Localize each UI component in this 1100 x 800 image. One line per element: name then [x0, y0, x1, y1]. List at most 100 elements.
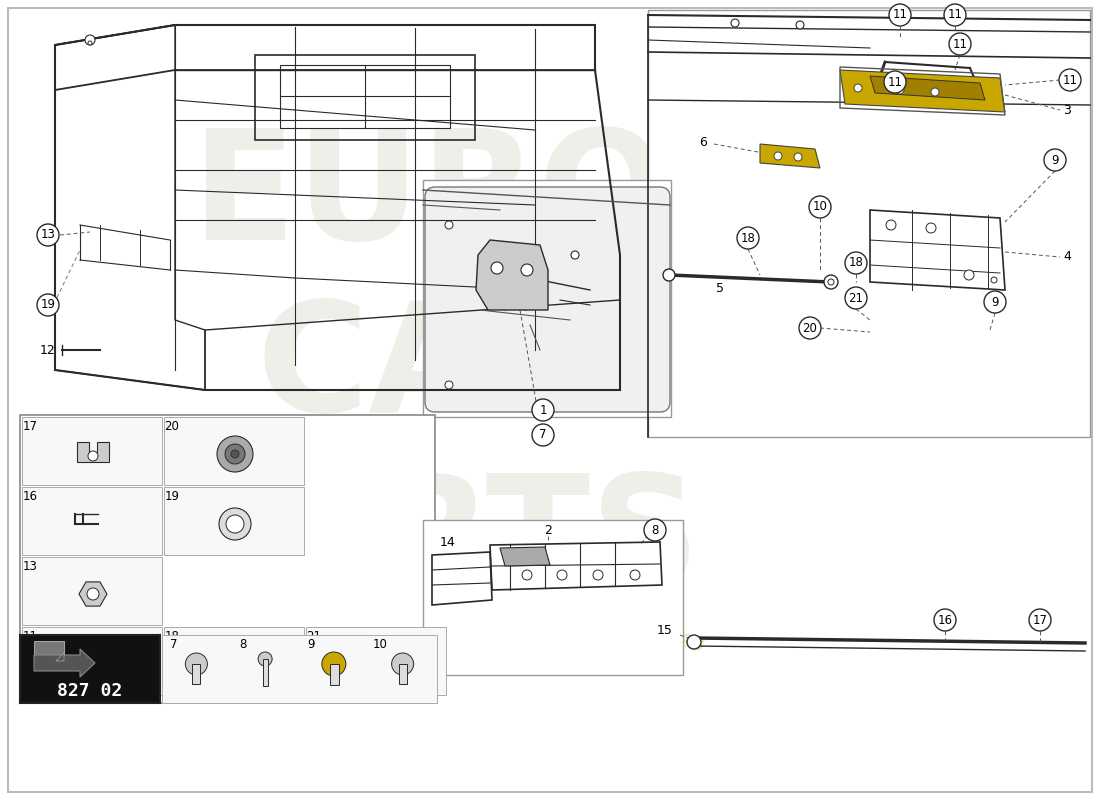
- Polygon shape: [34, 649, 95, 677]
- Text: a passion for parts since 1998: a passion for parts since 1998: [414, 575, 706, 655]
- Text: 15: 15: [657, 623, 673, 637]
- Bar: [231, 658, 239, 676]
- Circle shape: [931, 88, 939, 96]
- Circle shape: [446, 221, 453, 229]
- Circle shape: [1044, 149, 1066, 171]
- Circle shape: [984, 291, 1006, 313]
- Circle shape: [845, 287, 867, 309]
- Circle shape: [85, 35, 95, 45]
- Text: 7: 7: [170, 638, 178, 651]
- Circle shape: [854, 84, 862, 92]
- Text: 8: 8: [651, 523, 659, 537]
- Circle shape: [37, 224, 59, 246]
- FancyBboxPatch shape: [22, 487, 162, 555]
- Text: 2: 2: [544, 523, 552, 537]
- Text: 21: 21: [307, 630, 321, 643]
- FancyBboxPatch shape: [20, 415, 434, 703]
- Text: 3: 3: [1063, 103, 1071, 117]
- FancyBboxPatch shape: [424, 520, 683, 675]
- Circle shape: [824, 275, 838, 289]
- Circle shape: [774, 152, 782, 160]
- Circle shape: [991, 277, 997, 283]
- Text: 11: 11: [953, 38, 968, 50]
- Circle shape: [949, 33, 971, 55]
- FancyBboxPatch shape: [306, 627, 446, 695]
- FancyBboxPatch shape: [22, 417, 162, 485]
- Circle shape: [392, 653, 414, 675]
- FancyBboxPatch shape: [648, 10, 1090, 437]
- Circle shape: [644, 519, 666, 541]
- FancyBboxPatch shape: [162, 635, 437, 703]
- Circle shape: [557, 570, 566, 580]
- FancyBboxPatch shape: [164, 627, 304, 695]
- Polygon shape: [760, 144, 820, 168]
- Circle shape: [79, 642, 107, 670]
- FancyBboxPatch shape: [164, 417, 304, 485]
- Circle shape: [532, 399, 554, 421]
- Polygon shape: [77, 442, 109, 462]
- Text: 20: 20: [803, 322, 817, 334]
- Circle shape: [934, 609, 956, 631]
- Polygon shape: [870, 76, 984, 100]
- Circle shape: [87, 588, 99, 600]
- Circle shape: [88, 451, 98, 461]
- Circle shape: [732, 19, 739, 27]
- Bar: [373, 654, 381, 686]
- Circle shape: [1059, 69, 1081, 91]
- Text: 19: 19: [165, 490, 179, 503]
- Circle shape: [1028, 609, 1050, 631]
- Circle shape: [845, 252, 867, 274]
- Text: 13: 13: [23, 561, 37, 574]
- Text: 6: 6: [700, 135, 707, 149]
- Circle shape: [226, 444, 245, 464]
- Text: 17: 17: [22, 421, 37, 434]
- FancyBboxPatch shape: [425, 187, 670, 412]
- Circle shape: [532, 424, 554, 446]
- Circle shape: [828, 279, 834, 285]
- Circle shape: [964, 270, 974, 280]
- Text: 16: 16: [22, 490, 37, 503]
- Text: 18: 18: [740, 231, 756, 245]
- Bar: [398, 664, 407, 684]
- Text: 18: 18: [165, 630, 179, 643]
- Bar: [34, 641, 64, 661]
- Text: 13: 13: [41, 229, 55, 242]
- Circle shape: [522, 570, 532, 580]
- Text: 21: 21: [848, 291, 864, 305]
- Text: 10: 10: [813, 201, 827, 214]
- Polygon shape: [56, 653, 64, 661]
- Text: 11: 11: [888, 75, 902, 89]
- Polygon shape: [840, 70, 1005, 112]
- Text: 5: 5: [716, 282, 724, 294]
- Text: 1: 1: [539, 403, 547, 417]
- Circle shape: [226, 649, 244, 667]
- Bar: [330, 664, 339, 685]
- Circle shape: [884, 71, 906, 93]
- Circle shape: [808, 196, 830, 218]
- Circle shape: [926, 223, 936, 233]
- Polygon shape: [79, 582, 107, 606]
- Circle shape: [593, 570, 603, 580]
- Circle shape: [88, 41, 92, 45]
- Circle shape: [446, 381, 453, 389]
- Text: 11: 11: [22, 630, 37, 643]
- Text: 18: 18: [848, 257, 864, 270]
- Circle shape: [688, 635, 701, 649]
- Text: 9: 9: [308, 638, 316, 651]
- Text: 9: 9: [991, 295, 999, 309]
- Text: 11: 11: [892, 9, 907, 22]
- Text: 10: 10: [373, 638, 387, 651]
- Circle shape: [630, 570, 640, 580]
- Circle shape: [794, 153, 802, 161]
- Circle shape: [186, 653, 208, 675]
- Circle shape: [521, 264, 534, 276]
- Circle shape: [737, 227, 759, 249]
- Polygon shape: [500, 547, 550, 566]
- Bar: [192, 664, 200, 684]
- Text: 8: 8: [239, 638, 246, 651]
- Circle shape: [322, 652, 345, 676]
- FancyBboxPatch shape: [22, 557, 162, 625]
- Circle shape: [663, 269, 675, 281]
- Text: 14: 14: [440, 535, 455, 549]
- Circle shape: [258, 652, 272, 666]
